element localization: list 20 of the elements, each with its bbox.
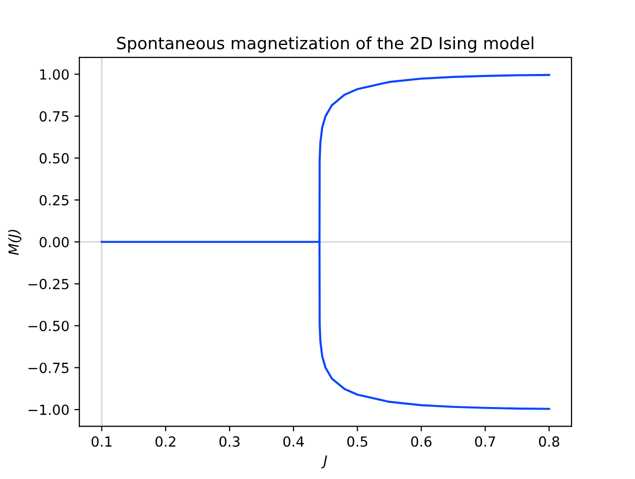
x-tick-label: 0.8 xyxy=(539,436,560,447)
y-tick-label: −0.75 xyxy=(28,362,68,374)
x-tick-label: 0.1 xyxy=(92,436,112,447)
x-tick-label: 0.7 xyxy=(475,436,496,447)
x-tick-label: 0.3 xyxy=(219,436,240,447)
y-tick-label: 0.00 xyxy=(40,236,69,248)
x-tick-label: 0.6 xyxy=(411,436,432,447)
x-tick-label: 0.5 xyxy=(347,436,368,447)
y-tick-label: −0.50 xyxy=(28,320,69,332)
y-tick-label: 0.75 xyxy=(40,111,68,122)
x-axis-title: J xyxy=(321,455,328,468)
y-tick-label: 0.50 xyxy=(40,153,69,164)
x-tick-label: 0.4 xyxy=(283,436,304,447)
y-tick-label: −0.25 xyxy=(28,278,68,290)
y-tick-label: 1.00 xyxy=(40,69,69,80)
x-tick-label: 0.2 xyxy=(156,436,176,447)
y-axis-title: M(J) xyxy=(8,230,22,255)
y-tick-label: −1.00 xyxy=(28,404,69,416)
y-tick-label: 0.25 xyxy=(40,194,68,206)
chart-title: Spontaneous magnetization of the 2D Ising model xyxy=(117,36,534,53)
